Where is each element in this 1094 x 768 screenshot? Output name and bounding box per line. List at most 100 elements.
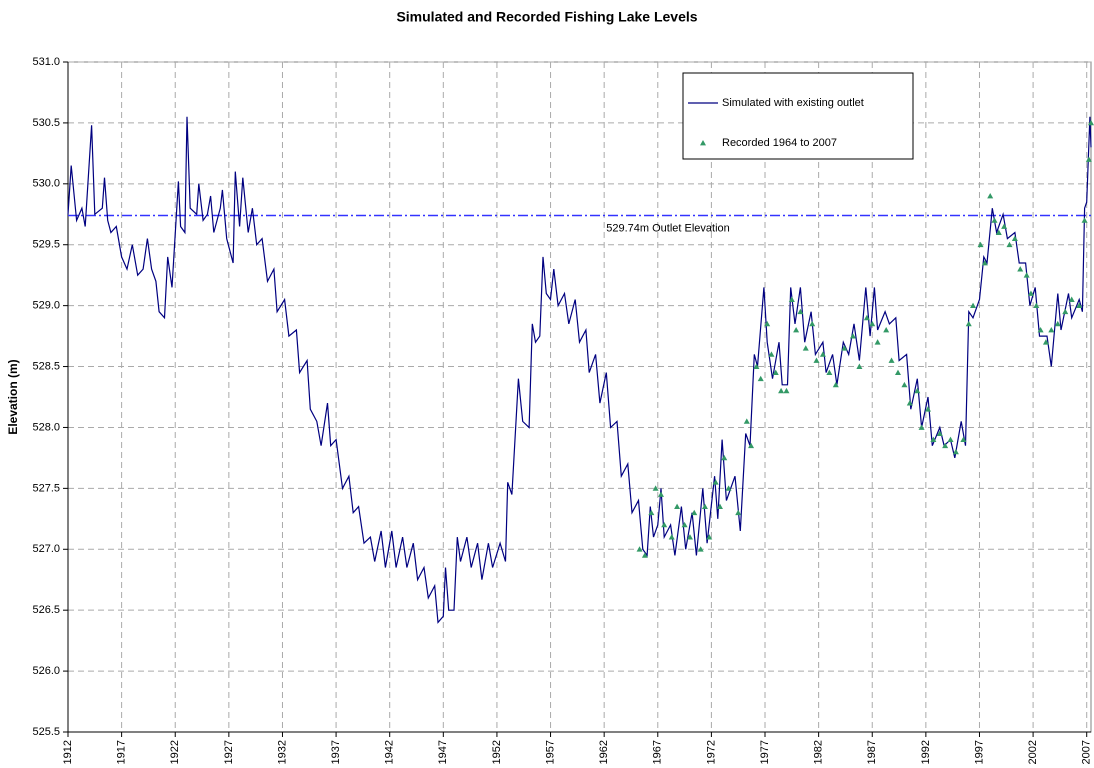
x-tick-label: 1922 [169, 740, 181, 764]
data-point [721, 454, 728, 461]
data-point [778, 387, 785, 394]
legend-label: Simulated with existing outlet [722, 97, 864, 109]
legend-box [682, 72, 914, 160]
data-point [748, 442, 755, 449]
data-point [863, 314, 870, 321]
data-point [856, 363, 863, 369]
x-tick-label: 1977 [759, 740, 771, 764]
data-point [991, 217, 998, 223]
plot-area [67, 61, 1092, 733]
y-tick-label: 528.0 [32, 421, 60, 433]
data-point [1017, 266, 1024, 272]
data-point [772, 369, 779, 376]
data-point [686, 534, 693, 540]
x-tick-label: 1937 [330, 740, 342, 764]
y-tick-label: 526.0 [32, 665, 60, 677]
x-tick-label: 1997 [973, 740, 985, 764]
y-tick-label: 528.5 [32, 360, 60, 372]
x-tick-label: 1947 [437, 740, 449, 764]
y-tick-label: 527.0 [32, 543, 60, 555]
data-point [1011, 235, 1018, 242]
x-tick-label: 1957 [544, 740, 556, 764]
data-point [743, 418, 750, 424]
data-point [797, 308, 804, 315]
data-point [764, 320, 771, 327]
data-point [936, 430, 943, 436]
x-tick-label: 1917 [116, 740, 128, 764]
data-point [1088, 119, 1094, 126]
x-tick-label: 1962 [598, 740, 610, 764]
x-tick-label: 1972 [705, 740, 717, 764]
data-point [874, 339, 881, 345]
data-point [906, 400, 913, 406]
x-tick-label: 1927 [223, 740, 235, 764]
data-point [970, 302, 977, 309]
data-point [674, 503, 681, 510]
data-point [788, 296, 795, 302]
data-point [701, 503, 708, 510]
data-point [681, 521, 688, 528]
data-point [753, 363, 760, 369]
data-point [1027, 290, 1034, 296]
data-point [1076, 302, 1083, 309]
data-point [757, 375, 764, 382]
data-point [849, 333, 856, 339]
data-point [914, 387, 921, 394]
data-point [883, 327, 890, 333]
data-point [942, 442, 949, 449]
chart-title: Simulated and Recorded Fishing Lake Leve… [396, 9, 697, 25]
data-point [1042, 339, 1049, 345]
data-point [652, 485, 659, 491]
reference-label: 529.74m Outlet Elevation [606, 222, 730, 234]
line-series [67, 116, 1092, 624]
y-tick-label: 525.5 [32, 726, 60, 738]
y-axis-title: Elevation (m) [6, 359, 20, 434]
data-point [930, 436, 937, 443]
data-point [1062, 308, 1069, 315]
data-point [691, 509, 698, 516]
y-tick-label: 526.5 [32, 604, 60, 616]
data-point [1023, 272, 1030, 278]
data-point [1048, 327, 1055, 333]
data-point [1085, 156, 1092, 162]
x-tick-label: 1942 [384, 740, 396, 764]
data-point [735, 509, 742, 516]
legend-label: Recorded 1964 to 2007 [722, 137, 837, 149]
data-point [1001, 223, 1008, 229]
data-point [636, 546, 643, 552]
data-point [965, 320, 972, 327]
x-tick-label: 2002 [1027, 740, 1039, 764]
y-tick-label: 529.5 [32, 239, 60, 251]
y-tick-label: 530.0 [32, 178, 60, 190]
data-point [706, 534, 713, 540]
data-point [716, 503, 723, 510]
data-point [952, 448, 959, 455]
data-point [813, 357, 820, 363]
data-point [648, 509, 655, 516]
data-point [947, 436, 954, 443]
x-tick-label: 1932 [276, 740, 288, 764]
data-point [783, 387, 790, 394]
data-point [641, 552, 648, 558]
data-point [894, 369, 901, 376]
data-point [725, 485, 732, 491]
data-point [977, 241, 984, 248]
data-point [657, 491, 664, 497]
y-tick-label: 530.5 [32, 117, 60, 129]
data-point [981, 260, 988, 266]
data-point [925, 406, 932, 412]
data-point [1006, 241, 1013, 248]
data-point [841, 345, 848, 351]
data-point [819, 351, 826, 357]
data-point [832, 381, 839, 388]
x-tick-label: 1967 [652, 740, 664, 764]
data-point [918, 424, 925, 430]
x-tick-label: 2007 [1081, 740, 1093, 764]
data-point [809, 320, 816, 327]
data-point [1068, 296, 1075, 302]
data-point [802, 345, 809, 351]
data-point [1054, 320, 1061, 327]
x-tick-label: 1982 [813, 740, 825, 764]
x-tick-label: 1952 [491, 740, 503, 764]
data-point [668, 534, 675, 540]
